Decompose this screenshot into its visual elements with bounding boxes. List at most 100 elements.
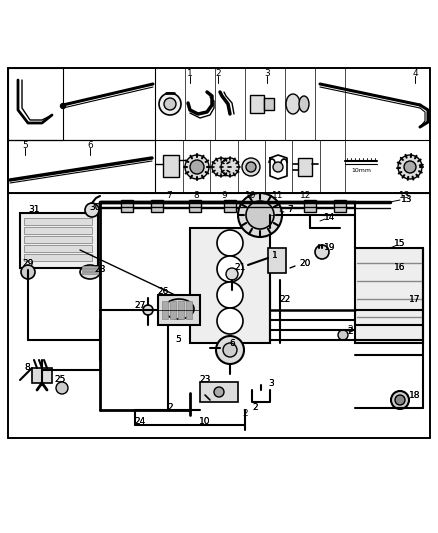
Text: 10: 10: [245, 190, 257, 199]
Circle shape: [404, 161, 416, 173]
Text: 27: 27: [134, 301, 146, 310]
Bar: [24, 245, 92, 252]
Bar: [186, 301, 192, 319]
Text: 28: 28: [94, 265, 106, 274]
Text: 31: 31: [28, 206, 40, 214]
Text: 13: 13: [401, 195, 413, 204]
Text: 1: 1: [272, 251, 278, 260]
Text: 31: 31: [28, 206, 40, 214]
Text: 24: 24: [134, 417, 145, 426]
Bar: [8, 68, 430, 438]
Circle shape: [242, 158, 260, 176]
Circle shape: [223, 343, 237, 357]
Text: 19: 19: [324, 243, 336, 252]
Ellipse shape: [299, 96, 309, 112]
Bar: [178, 301, 184, 319]
Circle shape: [216, 336, 244, 364]
Text: 23: 23: [199, 375, 211, 384]
Text: 10: 10: [199, 417, 211, 426]
Text: 16: 16: [394, 263, 406, 272]
Bar: [250, 95, 264, 113]
Text: 5: 5: [175, 335, 181, 344]
Bar: [163, 155, 179, 177]
Circle shape: [217, 282, 243, 308]
Circle shape: [246, 162, 256, 172]
Text: 10: 10: [199, 417, 211, 426]
Text: 2: 2: [242, 409, 248, 418]
Circle shape: [217, 230, 243, 256]
Circle shape: [21, 265, 35, 279]
Bar: [24, 254, 92, 261]
Circle shape: [185, 155, 209, 179]
Bar: [121, 200, 133, 212]
Circle shape: [238, 193, 282, 237]
Text: 2: 2: [215, 69, 221, 77]
Circle shape: [56, 382, 68, 394]
Circle shape: [217, 256, 243, 282]
Text: 17: 17: [409, 295, 421, 304]
Text: 15: 15: [394, 239, 406, 248]
Bar: [24, 236, 92, 243]
Circle shape: [391, 391, 409, 409]
Bar: [158, 295, 200, 325]
Text: 5: 5: [175, 335, 181, 344]
Bar: [24, 227, 92, 234]
Text: 9: 9: [221, 190, 227, 199]
Text: 7: 7: [287, 205, 293, 214]
Circle shape: [190, 160, 204, 174]
Text: 14: 14: [324, 214, 336, 222]
Text: 18: 18: [409, 391, 421, 400]
Bar: [224, 200, 236, 212]
Circle shape: [246, 201, 274, 229]
Text: 3: 3: [268, 378, 274, 387]
Text: 2: 2: [347, 326, 353, 335]
Bar: [20, 213, 98, 268]
Text: 2: 2: [167, 403, 173, 413]
Bar: [355, 248, 423, 343]
Text: 3: 3: [268, 378, 274, 387]
Text: 19: 19: [324, 243, 336, 252]
Ellipse shape: [286, 94, 300, 114]
Text: 2: 2: [252, 403, 258, 413]
Text: 21: 21: [234, 263, 246, 272]
Circle shape: [85, 203, 99, 217]
Text: 17: 17: [409, 295, 421, 304]
Text: 26: 26: [157, 287, 169, 296]
Text: 23: 23: [199, 375, 211, 384]
Text: 5: 5: [22, 141, 28, 149]
Bar: [304, 200, 316, 212]
Circle shape: [60, 103, 66, 109]
Text: 29: 29: [22, 259, 34, 268]
Bar: [82, 269, 98, 271]
Text: 6: 6: [229, 338, 235, 348]
Text: 7: 7: [287, 205, 293, 214]
Text: 18: 18: [409, 391, 421, 400]
Text: 22: 22: [279, 295, 291, 304]
Circle shape: [143, 305, 153, 315]
Text: 2: 2: [167, 403, 173, 413]
Bar: [264, 98, 274, 110]
Ellipse shape: [164, 299, 194, 319]
Bar: [189, 200, 201, 212]
Bar: [200, 382, 238, 402]
Circle shape: [273, 162, 283, 172]
Text: 8: 8: [24, 362, 30, 372]
Text: 25: 25: [54, 376, 66, 384]
Text: 2: 2: [347, 327, 353, 336]
Bar: [262, 200, 274, 212]
Text: 8: 8: [193, 190, 199, 199]
Bar: [8, 68, 430, 193]
Text: 13: 13: [401, 195, 413, 204]
Text: 21: 21: [234, 263, 246, 272]
Circle shape: [212, 158, 230, 176]
Circle shape: [214, 387, 224, 397]
Circle shape: [398, 155, 422, 179]
Text: 20: 20: [299, 259, 311, 268]
Bar: [162, 301, 168, 319]
Bar: [8, 68, 63, 140]
Bar: [82, 272, 98, 274]
Bar: [190, 228, 270, 343]
Bar: [334, 200, 346, 212]
Circle shape: [226, 268, 238, 280]
Text: 24: 24: [134, 417, 145, 426]
